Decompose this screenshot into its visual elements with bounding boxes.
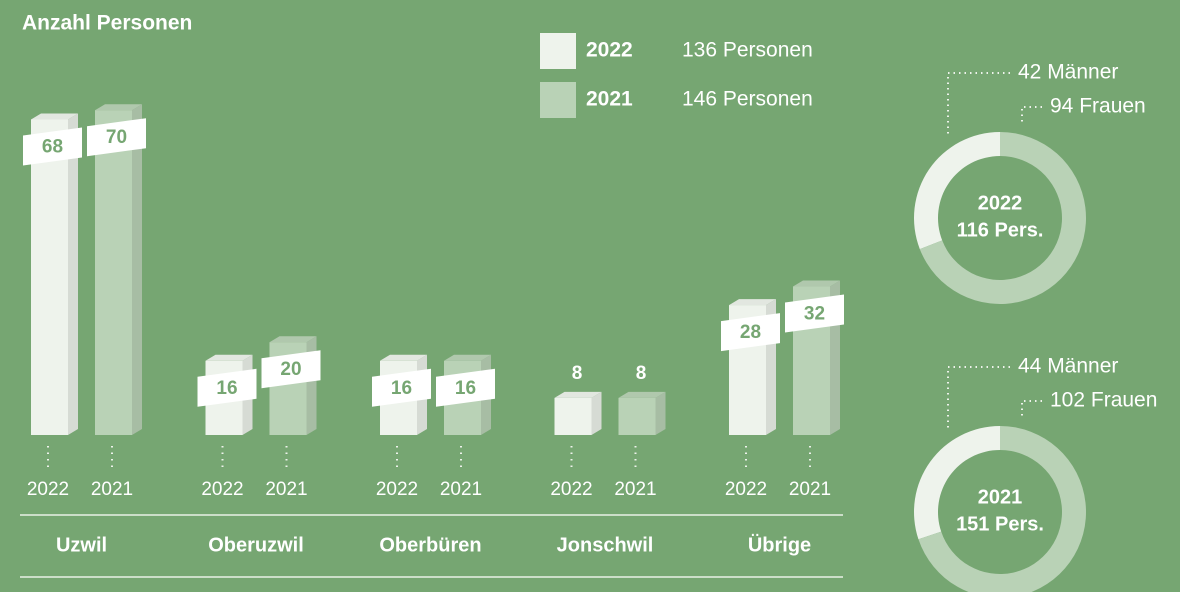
donut-total: 151 Pers. — [956, 513, 1044, 535]
value-label: 28 — [740, 322, 761, 343]
value-tag — [23, 127, 82, 166]
value-label: 68 — [42, 136, 63, 157]
year-label: 2021 — [91, 479, 133, 500]
bar-top — [554, 391, 602, 398]
bar — [31, 119, 68, 435]
category-label: Übrige — [748, 533, 811, 556]
donut-title: 2022 — [978, 192, 1023, 214]
category-label: Oberbüren — [379, 534, 481, 556]
value-label: 20 — [280, 359, 301, 380]
value-tag — [372, 368, 431, 407]
bar-top — [618, 391, 666, 398]
value-label: 8 — [572, 363, 583, 384]
value-label: 70 — [106, 127, 127, 148]
donut-segment — [918, 426, 1086, 592]
legend-swatch — [540, 82, 576, 118]
bar-top — [729, 299, 776, 306]
value-tag — [436, 368, 495, 407]
value-label: 16 — [391, 378, 412, 399]
value-label: 16 — [455, 378, 476, 399]
bar — [95, 110, 132, 435]
annotation: 94 Frauen — [1050, 95, 1146, 118]
legend-total: 136 Personen — [682, 39, 813, 62]
legend-label: 2022 — [586, 39, 633, 62]
year-label: 2021 — [440, 479, 482, 500]
annotation: 42 Männer — [1018, 61, 1118, 84]
category-label: Oberuzwil — [208, 534, 304, 556]
chart-title: Anzahl Personen — [22, 12, 192, 35]
bar-top — [205, 354, 253, 361]
bar-side — [591, 391, 602, 435]
year-label: 2021 — [789, 479, 831, 500]
year-label: 2022 — [27, 479, 69, 500]
year-label: 2022 — [201, 479, 243, 500]
donut-title: 2021 — [978, 486, 1023, 508]
year-label: 2022 — [376, 479, 418, 500]
donut-total: 116 Pers. — [957, 219, 1044, 241]
bar-side — [68, 113, 78, 435]
year-label: 2022 — [725, 479, 767, 500]
year-label: 2022 — [550, 479, 592, 500]
bar-top — [444, 354, 491, 361]
bar-top — [31, 113, 78, 120]
annotation-leader — [1021, 400, 1042, 417]
legend-swatch — [540, 33, 576, 69]
annotation: 44 Männer — [1018, 355, 1118, 378]
bar-top — [380, 354, 427, 361]
legend-label: 2021 — [586, 88, 633, 111]
category-label: Uzwil — [56, 534, 107, 556]
bar — [618, 397, 656, 435]
legend-total: 146 Personen — [682, 88, 813, 111]
annotation-leader — [947, 72, 1010, 135]
bar-top — [793, 280, 840, 287]
bar-side — [655, 391, 666, 435]
year-label: 2021 — [614, 479, 656, 500]
value-tag — [721, 313, 780, 352]
value-tag — [785, 294, 844, 333]
donut-segment — [914, 132, 1000, 250]
value-tag — [261, 350, 321, 389]
category-label: Jonschwil — [557, 534, 654, 556]
bar — [554, 397, 592, 435]
value-label: 16 — [216, 378, 237, 399]
value-tag — [197, 368, 257, 407]
donut-segment — [913, 426, 1000, 540]
annotation-leader — [947, 366, 1010, 429]
bar-side — [132, 104, 142, 435]
year-label: 2021 — [265, 479, 307, 500]
annotation-leader — [1021, 106, 1042, 123]
value-label: 8 — [636, 363, 647, 384]
bar-top — [95, 104, 142, 111]
bar-top — [269, 336, 317, 343]
value-label: 32 — [804, 304, 825, 325]
annotation: 102 Frauen — [1050, 389, 1157, 412]
value-tag — [87, 118, 146, 157]
